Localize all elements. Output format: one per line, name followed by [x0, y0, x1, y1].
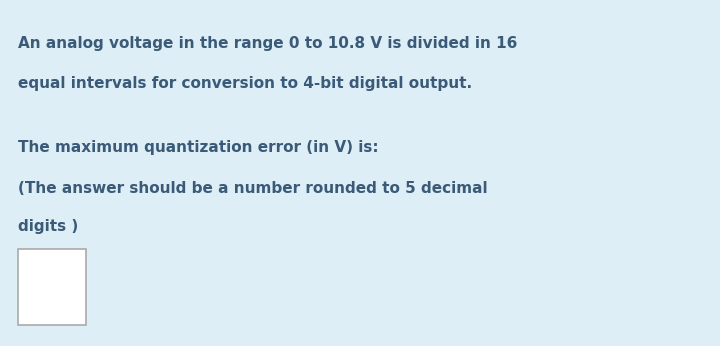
- Text: An analog voltage in the range 0 to 10.8 V is divided in 16: An analog voltage in the range 0 to 10.8…: [18, 36, 518, 51]
- Bar: [18, 249, 86, 325]
- Text: The maximum quantization error (in V) is:: The maximum quantization error (in V) is…: [18, 139, 379, 155]
- Text: digits ): digits ): [18, 219, 78, 234]
- Text: equal intervals for conversion to 4-bit digital output.: equal intervals for conversion to 4-bit …: [18, 75, 472, 91]
- Text: (The answer should be a number rounded to 5 decimal: (The answer should be a number rounded t…: [18, 181, 487, 196]
